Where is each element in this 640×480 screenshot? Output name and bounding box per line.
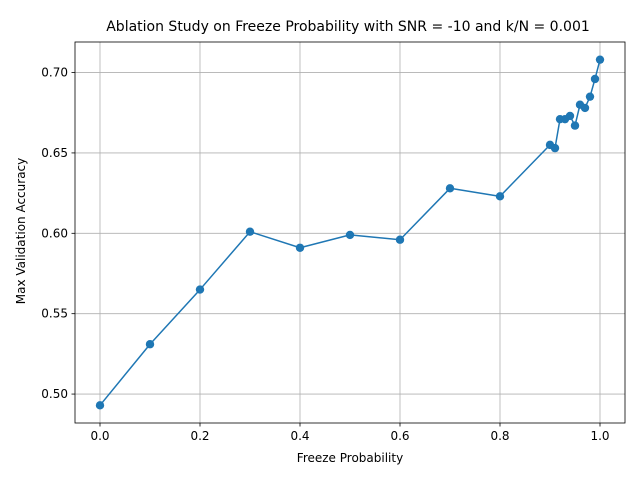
chart-title: Ablation Study on Freeze Probability wit… [106, 19, 590, 35]
y-tick-label: 0.65 [41, 146, 68, 160]
y-tick-label: 0.55 [41, 307, 68, 321]
data-point [245, 227, 255, 236]
data-point [580, 103, 590, 113]
x-tick-label: 0.4 [290, 429, 309, 443]
y-axis-label: Max Validation Accuracy [14, 158, 28, 304]
data-point [95, 401, 105, 410]
data-point [395, 235, 405, 244]
data-point [585, 92, 595, 101]
y-tick-label: 0.70 [41, 66, 68, 80]
data-point [595, 55, 605, 64]
y-tick-label: 0.50 [41, 387, 68, 401]
data-point [145, 340, 155, 349]
x-tick-label: 0.8 [490, 429, 509, 443]
data-point [590, 74, 600, 84]
data-point [195, 285, 205, 294]
ticks: 0.0 0.2 0.4 0.6 0.8 1.0 0.50 0.55 0.60 0.65 0.70 [41, 66, 609, 443]
data-point [445, 184, 455, 193]
axes-frame [74, 41, 626, 424]
x-tick-label: 0.2 [190, 429, 209, 443]
data-point [345, 230, 355, 240]
data-point [550, 143, 560, 153]
x-tick-label: 0.0 [90, 429, 109, 443]
series-layer [95, 55, 605, 410]
data-point [565, 111, 575, 121]
x-axis-label: Freeze Probability [297, 451, 403, 465]
data-point [570, 121, 580, 130]
x-tick-label: 0.6 [390, 429, 409, 443]
x-tick-label: 1.0 [590, 429, 609, 443]
y-tick-label: 0.60 [41, 226, 68, 240]
data-point [495, 192, 505, 201]
data-point [295, 243, 305, 252]
